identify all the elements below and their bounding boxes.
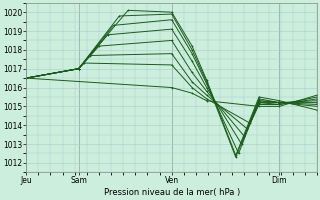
X-axis label: Pression niveau de la mer( hPa ): Pression niveau de la mer( hPa ) [104,188,240,197]
